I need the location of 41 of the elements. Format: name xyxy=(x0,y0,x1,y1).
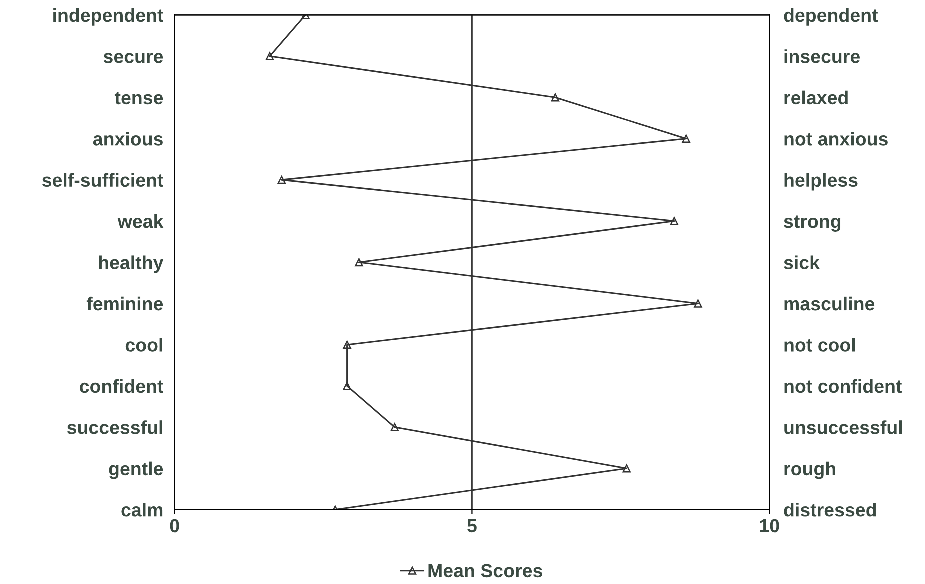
y2-tick-label: masculine xyxy=(784,296,875,311)
y2-tick-label: relaxed xyxy=(784,90,848,105)
y2-tick-label: unsuccessful xyxy=(784,420,902,434)
x-tick-label: 0 xyxy=(170,519,180,533)
legend-label: Mean Scores xyxy=(428,564,542,578)
point xyxy=(343,340,352,350)
y-tick-label: feminine xyxy=(86,296,164,311)
y2-tick-label: sick xyxy=(784,256,820,270)
point xyxy=(355,258,364,267)
y2-tick-label: distressed xyxy=(784,503,876,517)
y-tick-label: successful xyxy=(67,420,162,434)
y2-tick-label: helpless xyxy=(784,173,858,191)
y-tick-label: anxious xyxy=(93,132,163,146)
y-tick-label: tense xyxy=(114,92,164,105)
y2-tick-label: strong xyxy=(784,216,841,232)
point xyxy=(266,52,274,60)
y2-tick-label: not anxious xyxy=(784,132,888,146)
y2-tick-label: not cool xyxy=(784,338,856,352)
y-tick-label: cool xyxy=(126,338,162,352)
point xyxy=(390,423,399,432)
point xyxy=(278,176,286,184)
y2-tick-label: rough xyxy=(784,462,836,480)
x-tick-label: 10 xyxy=(760,519,780,533)
y-tick-label: secure xyxy=(104,53,164,64)
point xyxy=(670,217,679,226)
point xyxy=(622,464,631,473)
y2-tick-label: insecure xyxy=(784,50,860,64)
y-tick-label: weak xyxy=(118,214,164,228)
point xyxy=(343,382,352,390)
y2-tick-label: not confident xyxy=(784,379,902,394)
y-tick-label: gentle xyxy=(109,462,164,480)
y-tick-label: independent xyxy=(54,8,164,26)
y-tick-label: confident xyxy=(80,379,164,394)
x-tick-label: 5 xyxy=(468,520,477,533)
y-tick-label: calm xyxy=(122,503,163,517)
y-tick-label: self-sufficient xyxy=(42,173,164,188)
y2-tick-label: dependent xyxy=(784,8,878,26)
y-tick-label: healthy xyxy=(99,256,164,274)
point xyxy=(694,300,702,308)
point xyxy=(551,94,560,102)
point xyxy=(682,134,690,143)
